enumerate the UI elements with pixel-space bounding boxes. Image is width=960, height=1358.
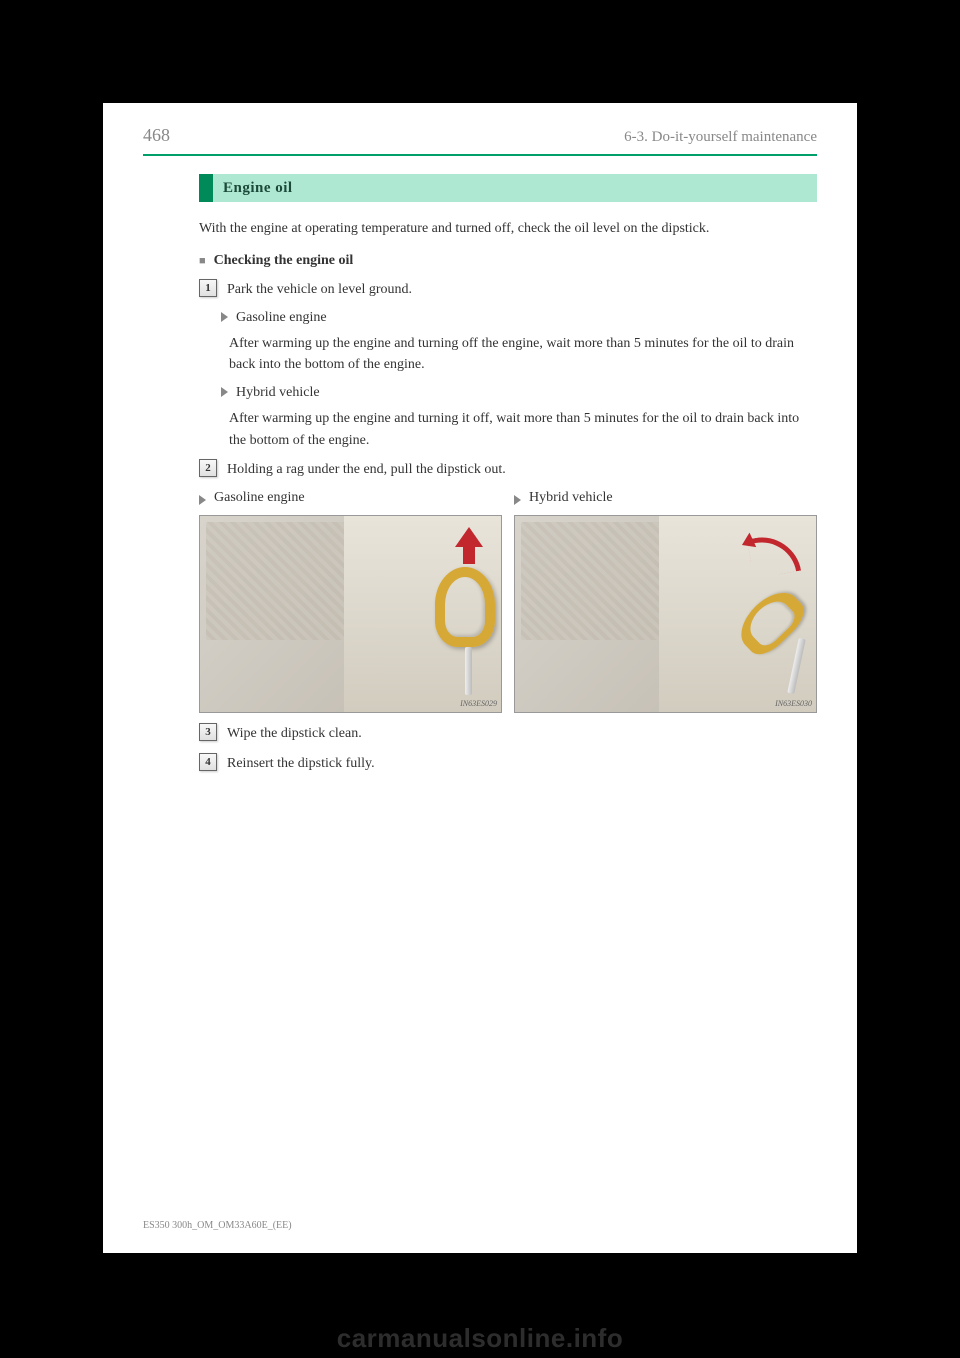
- dipstick-rod: [465, 647, 472, 695]
- header-rule: [143, 154, 817, 156]
- variant-label: Hybrid vehicle: [236, 382, 817, 404]
- step-text: Holding a rag under the end, pull the di…: [227, 459, 817, 481]
- col-label: Hybrid vehicle: [529, 487, 613, 509]
- arrow-up-icon: [455, 527, 483, 547]
- image-credit: IN63ES029: [460, 698, 497, 710]
- step-badge: 3: [199, 723, 217, 741]
- chapter-title: 6-3. Do-it-yourself maintenance: [624, 129, 817, 146]
- dipstick-closeup: [659, 516, 816, 713]
- step-1: 1 Park the vehicle on level ground.: [199, 279, 817, 301]
- col-hybrid: Hybrid vehicle IN63ES030: [514, 487, 817, 714]
- step-badge: 2: [199, 459, 217, 477]
- body-content: With the engine at operating temperature…: [103, 202, 857, 775]
- step-text: Wipe the dipstick clean.: [227, 723, 817, 745]
- step-text: Reinsert the dipstick fully.: [227, 753, 817, 775]
- engine-bay-illustration: [521, 522, 665, 640]
- col-label: Gasoline engine: [214, 487, 305, 509]
- variant-label: Gasoline engine: [236, 307, 817, 329]
- footer-code: ES350 300h_OM_OM33A60E_(EE): [143, 1220, 292, 1231]
- subheading: Checking the engine oil: [214, 250, 354, 272]
- dipstick-image-hybrid: IN63ES030: [514, 515, 817, 714]
- intro-paragraph: With the engine at operating temperature…: [199, 218, 817, 240]
- col-heading: Gasoline engine: [199, 487, 502, 509]
- section-tab: [199, 174, 213, 202]
- manual-page: 468 6-3. Do-it-yourself maintenance Engi…: [103, 103, 857, 1253]
- arrow-curve-icon: [747, 531, 801, 579]
- variant-hybrid: Hybrid vehicle: [221, 382, 817, 404]
- triangle-bullet-icon: [514, 495, 521, 505]
- dipstick-closeup: [344, 516, 501, 713]
- dipstick-handle: [435, 567, 495, 647]
- step-text: Park the vehicle on level ground.: [227, 279, 817, 301]
- step-badge: 4: [199, 753, 217, 771]
- col-gasoline: Gasoline engine IN63ES029: [199, 487, 502, 714]
- watermark: carmanualsonline.info: [0, 1323, 960, 1354]
- col-heading: Hybrid vehicle: [514, 487, 817, 509]
- page-header: 468 6-3. Do-it-yourself maintenance: [103, 103, 857, 146]
- triangle-bullet-icon: [221, 387, 228, 397]
- section-title: Engine oil: [213, 174, 817, 202]
- engine-bay-illustration: [206, 522, 350, 640]
- section-heading-bar: Engine oil: [199, 174, 817, 202]
- triangle-bullet-icon: [221, 312, 228, 322]
- variant-detail: After warming up the engine and turning …: [229, 333, 817, 376]
- step-4: 4 Reinsert the dipstick fully.: [199, 753, 817, 775]
- image-columns: Gasoline engine IN63ES029 Hybrid vehicle: [199, 487, 817, 714]
- dipstick-rod: [787, 638, 805, 694]
- image-credit: IN63ES030: [775, 698, 812, 710]
- step-2: 2 Holding a rag under the end, pull the …: [199, 459, 817, 481]
- step-badge: 1: [199, 279, 217, 297]
- dipstick-image-gasoline: IN63ES029: [199, 515, 502, 714]
- variant-detail: After warming up the engine and turning …: [229, 408, 817, 451]
- subheading-row: ■ Checking the engine oil: [199, 250, 817, 272]
- square-bullet-icon: ■: [199, 253, 206, 270]
- variant-gasoline: Gasoline engine: [221, 307, 817, 329]
- step-3: 3 Wipe the dipstick clean.: [199, 723, 817, 745]
- triangle-bullet-icon: [199, 495, 206, 505]
- page-number: 468: [143, 125, 170, 146]
